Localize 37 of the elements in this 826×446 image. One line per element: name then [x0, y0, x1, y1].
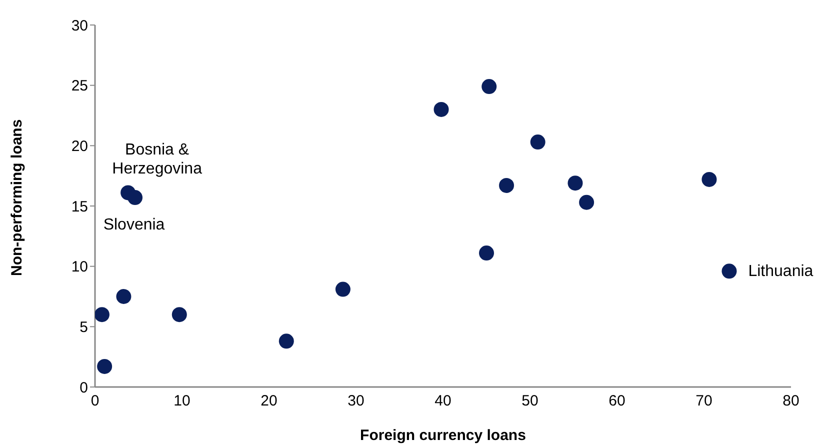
point: [172, 307, 187, 322]
y-axis-title: Non-performing loans: [8, 119, 26, 276]
point: [335, 282, 350, 297]
x-tick-label: 30: [348, 392, 364, 410]
x-tick-label: 10: [174, 392, 190, 410]
point: [434, 102, 449, 117]
point: [568, 176, 583, 191]
point: [722, 264, 737, 279]
x-tick-label: 20: [260, 392, 278, 410]
y-tick-label: 10: [71, 258, 88, 276]
point: [499, 178, 514, 193]
y-tick-label: 30: [71, 17, 88, 34]
y-tick-label: 15: [71, 198, 88, 216]
y-tick-label: 5: [80, 318, 88, 336]
x-tick-label: 40: [434, 392, 452, 410]
x-tick-label: 70: [696, 392, 712, 410]
x-axis-title: Foreign currency loans: [360, 427, 526, 444]
point: [97, 358, 112, 374]
annotation: Bosnia & Herzegovina: [112, 142, 202, 178]
point: [479, 246, 494, 261]
annotation: Slovenia: [103, 216, 165, 234]
y-tick-label: 25: [71, 78, 88, 95]
x-tick-label: 60: [608, 392, 626, 410]
y-tick-label: 0: [80, 379, 88, 396]
point: [482, 79, 497, 94]
point: [530, 134, 546, 150]
annotation: Lithuania: [748, 263, 814, 280]
x-tick-label: 0: [90, 392, 100, 410]
x-tick-label: 80: [782, 392, 800, 410]
point: [95, 307, 110, 322]
y-tick-label: 20: [71, 138, 88, 155]
point: [128, 190, 143, 206]
x-tick-label: 50: [522, 392, 538, 410]
point: [702, 172, 717, 187]
point: [579, 194, 594, 210]
point: [116, 289, 132, 304]
point: [278, 334, 294, 349]
